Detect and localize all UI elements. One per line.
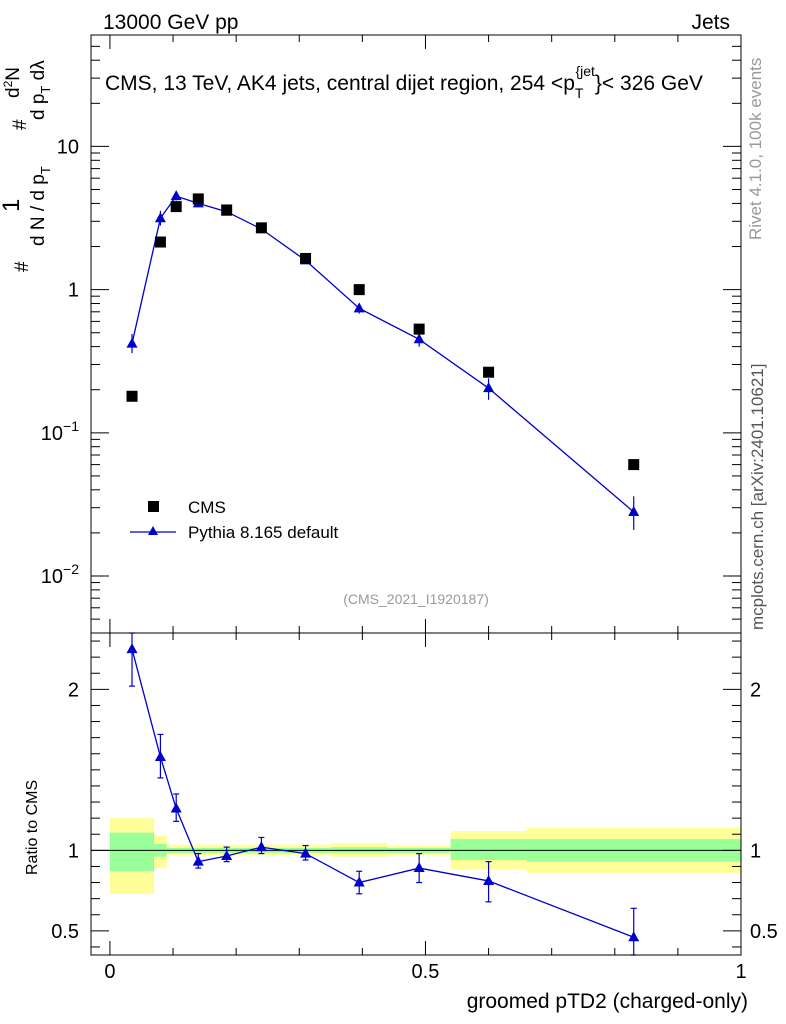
- ylabel-den2-tail: dλ: [28, 60, 49, 86]
- main-cms-point: [170, 201, 182, 213]
- ylabel-num2-tail: N: [3, 67, 24, 81]
- legend-cms-marker: [148, 501, 159, 512]
- ratio-mc-point: [221, 849, 233, 860]
- main-mc-point: [154, 212, 166, 223]
- main-cms-point: [255, 222, 267, 234]
- ratio-ylabel: Ratio to CMS: [24, 780, 41, 875]
- main-y-tick-exp: −2: [63, 561, 79, 577]
- header-right: Jets: [691, 11, 730, 34]
- ylabel-num2-d: d: [3, 87, 24, 98]
- ratio-mc-point: [154, 750, 166, 761]
- x-tick-label: 0.5: [412, 961, 440, 983]
- main-cms-point: [413, 323, 425, 335]
- main-cms-point: [192, 193, 204, 205]
- main-y-tick-base: 10: [41, 423, 63, 445]
- x-tick-label: 1: [735, 961, 746, 983]
- main-mc-point: [628, 505, 640, 516]
- main-cms-point: [483, 366, 495, 378]
- ratio-panel-frame: [90, 632, 742, 956]
- ylabel-num2-sup: 2: [1, 80, 15, 87]
- main-cms-point: [300, 252, 312, 264]
- ylabel-den2-sub: T: [38, 86, 53, 94]
- ratio-y-tick-label-right: 1: [750, 840, 761, 862]
- legend-cms-label: CMS: [188, 498, 226, 517]
- ratio-mc-point: [192, 855, 204, 866]
- ylabel-num2: d2N: [1, 67, 24, 98]
- analysis-id: (CMS_2021_I1920187): [343, 591, 489, 607]
- ylabel-den2: d pT dλ: [28, 60, 53, 120]
- main-mc-line: [131, 195, 635, 513]
- ratio-mc-point: [628, 931, 640, 942]
- main-cms-point: [353, 284, 365, 296]
- x-tick-label: 0: [104, 961, 115, 983]
- ratio-y-tick-label-right: 0.5: [750, 921, 778, 943]
- main-y-tick-label: 1: [68, 280, 79, 302]
- main-y-tick-label: 10: [57, 136, 79, 158]
- main-cms-point: [126, 390, 138, 402]
- ratio-mc-point: [353, 876, 365, 887]
- main-y-tick-label: 10−2: [41, 561, 79, 588]
- main-y-tick-base: 10: [41, 566, 63, 588]
- main-mc-point: [126, 337, 138, 348]
- main-mc-point: [483, 382, 495, 393]
- main-y-tick-base: 1: [68, 280, 79, 302]
- ylabel-one: 1: [0, 199, 25, 212]
- main-cms-point: [221, 204, 233, 216]
- ratio-mc-point: [483, 874, 495, 885]
- ylabel-den2-text: d p: [28, 94, 49, 120]
- ylabel-hash-2: #: [10, 119, 31, 130]
- title-sub: T: [575, 85, 584, 101]
- main-cms-point: [154, 236, 166, 248]
- main-y-tick-label: 10−1: [41, 418, 79, 445]
- main-ylabel: # 1 d N / d pT # d2N d pT dλ: [0, 60, 53, 272]
- main-mc-point: [413, 333, 425, 344]
- ratio-y-tick-label-right: 2: [750, 679, 761, 701]
- title-sup: {jet: [575, 63, 595, 79]
- rivet-version-label: Rivet 4.1.0, 100k events: [746, 58, 765, 240]
- main-cms-point: [628, 459, 640, 471]
- x-axis-label: groomed pTD2 (charged-only): [467, 990, 748, 1013]
- ratio-y-tick-label-left: 0.5: [51, 921, 79, 943]
- ratio-mc-point: [126, 643, 138, 654]
- main-mc-point: [353, 302, 365, 313]
- legend-mc-label: Pythia 8.165 default: [188, 523, 339, 542]
- plot-title: CMS, 13 TeV, AK4 jets, central dijet reg…: [105, 63, 703, 101]
- ratio-band-inner: [109, 832, 155, 872]
- main-axis-ticks: [91, 34, 742, 634]
- legend-mc-marker: [148, 526, 158, 535]
- ratio-mc-point: [300, 847, 312, 858]
- ratio-uncertainty-bands: [109, 818, 741, 894]
- ratio-mc-point: [413, 862, 425, 873]
- ratio-mc-point: [255, 841, 267, 852]
- ratio-tick-labels: 0.5 0.51 12 20 0.5 1: [51, 679, 778, 983]
- ratio-mc-series: [126, 632, 640, 956]
- ratio-band-inner: [450, 839, 527, 861]
- ylabel-den-text: d N / d p: [28, 174, 49, 246]
- main-y-tick-exp: −1: [63, 418, 79, 434]
- ratio-y-tick-label-left: 2: [68, 679, 79, 701]
- main-cms-series: [126, 193, 640, 471]
- title-prefix: CMS, 13 TeV, AK4 jets, central dijet reg…: [105, 72, 575, 95]
- main-mc-series: [126, 190, 640, 530]
- ylabel-hash-1: #: [12, 261, 33, 272]
- ylabel-den-sub: T: [38, 166, 53, 174]
- ratio-y-tick-label-left: 1: [68, 840, 79, 862]
- mcplots-label: mcplots.cern.ch [arXiv:2401.10621]: [748, 364, 767, 630]
- main-y-tick-base: 10: [57, 136, 79, 158]
- ratio-mc-point: [170, 802, 182, 813]
- main-mc-point: [170, 190, 182, 201]
- ratio-axis-ticks: [91, 633, 742, 955]
- legend: CMS Pythia 8.165 default: [130, 498, 339, 542]
- ylabel-den: d N / d pT: [28, 166, 53, 246]
- ratio-mc-line: [131, 648, 634, 938]
- title-suffix: }< 326 GeV: [595, 72, 703, 95]
- header-left: 13000 GeV pp: [103, 11, 238, 34]
